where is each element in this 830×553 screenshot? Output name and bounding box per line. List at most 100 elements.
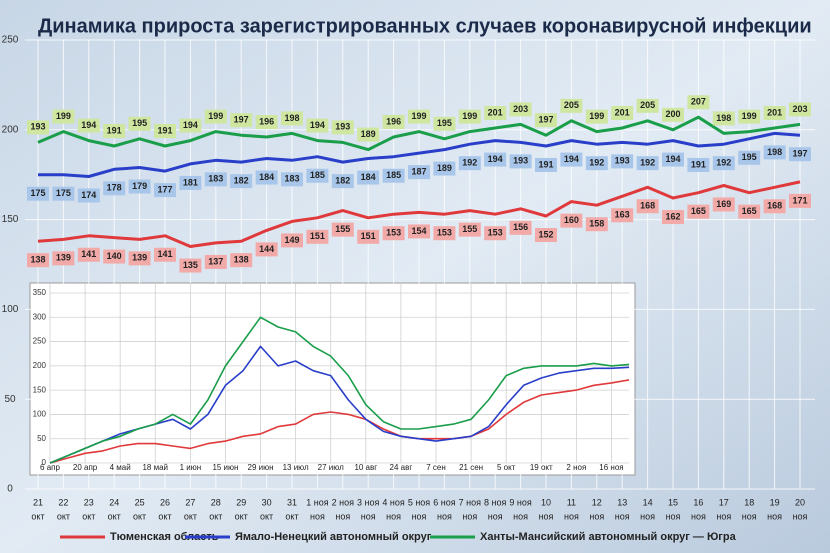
value-label-bg bbox=[281, 172, 303, 187]
value-label-bg bbox=[77, 247, 100, 262]
x-tick-label: ноя bbox=[513, 511, 528, 521]
value-label-bg bbox=[306, 168, 329, 183]
value-label-bg bbox=[382, 226, 405, 241]
x-tick-label: 31 bbox=[287, 497, 297, 507]
value-label: 198 bbox=[716, 113, 731, 123]
value-label-bg bbox=[789, 147, 811, 162]
value-label: 141 bbox=[157, 249, 172, 259]
x-tick-label: 27 bbox=[185, 497, 195, 507]
y-tick-label: 200 bbox=[33, 361, 47, 370]
value-label-bg bbox=[357, 170, 380, 185]
value-label: 141 bbox=[81, 249, 96, 259]
x-tick-label: окт bbox=[108, 511, 121, 521]
x-tick-label: 19 bbox=[770, 497, 780, 507]
value-label: 139 bbox=[132, 253, 147, 263]
y-tick-label: 0 bbox=[42, 458, 47, 467]
x-tick-label: ноя bbox=[462, 511, 477, 521]
value-label: 144 bbox=[259, 244, 274, 254]
value-label-bg bbox=[154, 247, 176, 262]
value-label: 191 bbox=[107, 125, 122, 135]
value-label: 195 bbox=[437, 118, 452, 128]
x-tick-label: 7 ноя bbox=[459, 497, 481, 507]
value-label-bg bbox=[535, 113, 557, 128]
value-label: 153 bbox=[386, 228, 401, 238]
value-label-bg bbox=[687, 157, 710, 172]
value-label: 194 bbox=[310, 120, 325, 130]
value-label: 194 bbox=[564, 154, 579, 164]
value-label-bg bbox=[230, 253, 253, 268]
value-label-bg bbox=[636, 98, 659, 113]
value-label: 156 bbox=[513, 222, 528, 232]
value-label-bg bbox=[306, 118, 329, 133]
value-label-bg bbox=[789, 193, 811, 208]
value-label-bg bbox=[484, 106, 507, 121]
x-tick-label: окт bbox=[57, 511, 70, 521]
value-label-bg bbox=[687, 95, 710, 110]
x-tick-label: 16 bbox=[693, 497, 703, 507]
value-label: 182 bbox=[234, 176, 249, 186]
value-label: 163 bbox=[615, 210, 630, 220]
value-label: 205 bbox=[564, 100, 579, 110]
value-label-bg bbox=[27, 186, 49, 201]
value-label-bg bbox=[331, 174, 354, 189]
value-label-bg bbox=[433, 161, 456, 176]
x-tick-label: 18 май bbox=[142, 463, 168, 472]
x-tick-label: 2 ноя bbox=[566, 463, 586, 472]
value-label: 181 bbox=[183, 177, 198, 187]
y-tick-label: 50 bbox=[37, 434, 46, 443]
value-label: 185 bbox=[310, 170, 325, 180]
value-label: 135 bbox=[183, 260, 198, 270]
series-line bbox=[37, 180, 801, 248]
chart-title: Динамика прироста зарегистрированных слу… bbox=[38, 15, 812, 37]
value-label-bg bbox=[535, 157, 557, 172]
value-label-bg bbox=[331, 222, 354, 237]
value-label: 168 bbox=[767, 201, 782, 211]
value-label: 196 bbox=[259, 116, 274, 126]
value-label: 155 bbox=[462, 224, 477, 234]
series-line bbox=[49, 316, 630, 464]
x-tick-label: окт bbox=[209, 511, 222, 521]
x-tick-label: окт bbox=[133, 511, 146, 521]
value-label: 199 bbox=[56, 111, 71, 121]
value-label-bg bbox=[712, 156, 735, 171]
value-label: 199 bbox=[208, 111, 223, 121]
value-label-bg bbox=[738, 109, 761, 124]
value-label: 174 bbox=[81, 190, 96, 200]
value-label-bg bbox=[560, 213, 583, 228]
value-label: 193 bbox=[615, 156, 630, 166]
x-tick-label: 29 июн bbox=[248, 463, 274, 472]
value-label: 140 bbox=[107, 251, 122, 261]
value-label-bg bbox=[763, 106, 786, 121]
value-label: 191 bbox=[157, 125, 172, 135]
x-tick-label: ноя bbox=[412, 511, 427, 521]
value-label-bg bbox=[357, 127, 380, 142]
value-label: 162 bbox=[665, 211, 680, 221]
x-tick-label: окт bbox=[158, 511, 171, 521]
value-label-bg bbox=[179, 175, 202, 190]
value-label-bg bbox=[408, 165, 430, 180]
x-tick-label: 2 ноя bbox=[332, 497, 354, 507]
value-label-bg bbox=[611, 208, 634, 223]
value-label-bg bbox=[27, 253, 49, 268]
value-label-bg bbox=[509, 220, 532, 235]
x-tick-label: 6 ноя bbox=[433, 497, 455, 507]
value-label-bg bbox=[458, 156, 481, 171]
value-label-bg bbox=[103, 123, 126, 138]
value-label-bg bbox=[484, 226, 507, 241]
value-label: 189 bbox=[437, 163, 452, 173]
value-label: 155 bbox=[335, 224, 350, 234]
value-label-bg bbox=[230, 174, 253, 189]
x-tick-label: ноя bbox=[640, 511, 655, 521]
value-label: 198 bbox=[767, 147, 782, 157]
value-label-bg bbox=[204, 254, 227, 269]
x-tick-label: 8 ноя bbox=[484, 497, 506, 507]
x-tick-label: 4 май bbox=[110, 463, 131, 472]
value-label: 195 bbox=[742, 152, 757, 162]
value-label-bg bbox=[408, 224, 430, 239]
value-label-bg bbox=[585, 156, 608, 171]
value-label-bg bbox=[433, 226, 456, 241]
series-line bbox=[49, 379, 630, 464]
x-tick-label: 3 ноя bbox=[357, 497, 379, 507]
value-label: 154 bbox=[411, 226, 426, 236]
value-label-bg bbox=[204, 109, 227, 124]
